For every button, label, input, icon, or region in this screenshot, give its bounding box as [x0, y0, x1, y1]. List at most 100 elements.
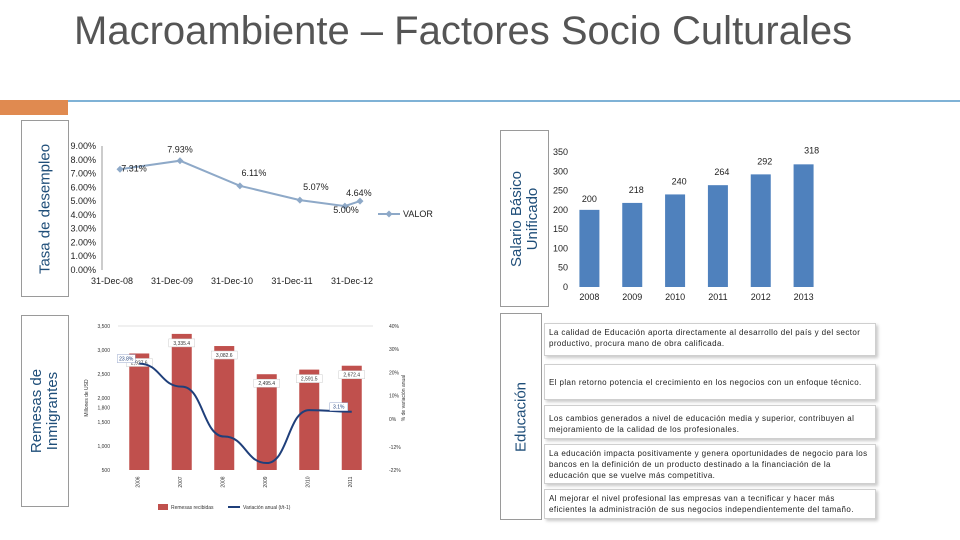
- x-tick-label: 31-Dec-08: [91, 276, 133, 286]
- education-text: La educación impacta positivamente y gen…: [549, 449, 868, 480]
- y-tick-label: 1,500: [97, 420, 110, 426]
- legend-label: Remesas recibidas: [171, 505, 214, 511]
- data-label: 7.93%: [167, 145, 193, 155]
- bar: [622, 202, 643, 287]
- y-tick-label: 350: [553, 147, 568, 157]
- legend-label: VALOR: [403, 209, 433, 219]
- x-tick-label: 2011: [708, 292, 727, 302]
- y-tick-label: 250: [553, 186, 568, 196]
- data-label: 5.07%: [303, 182, 329, 192]
- y-tick-label: 0: [563, 282, 568, 292]
- data-label: 3,335.4: [173, 341, 190, 347]
- unemployment-label: Tasa de desempleo: [36, 143, 54, 274]
- y2-tick-label: 20%: [389, 370, 400, 376]
- y2-tick-label: -12%: [389, 445, 401, 451]
- education-text: La calidad de Educación aporta directame…: [549, 328, 861, 348]
- data-point: [356, 197, 364, 205]
- education-text: Los cambios generados a nivel de educaci…: [549, 414, 855, 434]
- x-tick-label: 2006: [135, 476, 141, 487]
- salary-label-box: Salario Básico Unificado: [500, 130, 549, 307]
- data-label: 6.11%: [241, 168, 266, 178]
- y2-tick-label: 0%: [389, 417, 397, 423]
- bar: [579, 209, 600, 287]
- data-label: 200: [582, 194, 597, 204]
- y-tick-label: 2,000: [97, 396, 110, 402]
- x-tick-label: 2010: [305, 476, 311, 487]
- x-tick-label: 2010: [665, 292, 685, 302]
- y-tick-label: 7.00%: [70, 169, 96, 179]
- y-tick-label: 500: [102, 468, 111, 474]
- y-tick-label: 3,000: [97, 348, 110, 354]
- remittances-chart: 500 1,000 1,500 1,800 2,000 2,500 3,000 3,500 -2…: [78, 318, 408, 518]
- x-tick-label: 2008: [579, 292, 599, 302]
- y-tick-label: 9.00%: [70, 141, 96, 151]
- y-tick-label: 3.00%: [70, 224, 96, 234]
- data-point: [296, 196, 304, 204]
- data-label: 292: [757, 156, 772, 166]
- data-label: 5.00%: [333, 205, 359, 215]
- data-label-box: [168, 338, 195, 348]
- education-item-5: Al mejorar el nivel profesional las empr…: [544, 489, 876, 519]
- y-tick-label: 300: [553, 166, 568, 176]
- bar: [341, 365, 362, 470]
- bar: [665, 194, 686, 287]
- data-label-box: [338, 370, 365, 379]
- y-tick-label: 150: [553, 224, 568, 234]
- data-label: 2,495.4: [258, 381, 275, 387]
- remittances-label: Remesas de Inmigrantes: [28, 368, 61, 454]
- title-underline: [68, 100, 960, 102]
- x-tick-label: 31-Dec-10: [211, 276, 253, 286]
- y-axis-label: Millones de USD: [84, 379, 90, 417]
- y2-tick-label: 10%: [389, 394, 400, 400]
- bar: [171, 333, 192, 470]
- education-text: Al mejorar el nivel profesional las empr…: [549, 494, 854, 514]
- y-tick-label: 200: [553, 205, 568, 215]
- y-tick-label: 4.00%: [70, 210, 96, 220]
- unemployment-chart: 0.00% 1.00% 2.00% 3.00% 4.00% 5.00% 6.00% 7.00%…: [70, 141, 433, 286]
- data-label: 318: [804, 145, 819, 155]
- y-tick-label: 0.00%: [70, 265, 96, 275]
- y-tick-label: 5.00%: [70, 196, 96, 206]
- y2-axis-label: % de variación anual: [401, 375, 407, 421]
- x-tick-label: 31-Dec-09: [151, 276, 193, 286]
- data-point: [236, 182, 244, 190]
- legend-swatch-bars: [158, 504, 168, 510]
- salary-chart: 0 50 100 150 200 250 300 350 200 2008 218 2009 240 20…: [553, 145, 819, 302]
- x-tick-label: 2009: [263, 476, 269, 487]
- bar: [129, 353, 150, 470]
- data-label: 7.31%: [121, 163, 147, 173]
- y2-tick-label: 40%: [389, 324, 400, 330]
- series-line-variation: [139, 362, 352, 465]
- data-label: 2,591.5: [301, 377, 318, 383]
- education-item-4: La educación impacta positivamente y gen…: [544, 444, 876, 484]
- x-tick-label: 2008: [220, 476, 226, 487]
- x-tick-label: 31-Dec-11: [271, 276, 312, 286]
- education-item-2: El plan retorno potencia el crecimiento …: [544, 364, 876, 400]
- data-label: 4.64%: [346, 188, 372, 198]
- accent-bar: [0, 100, 68, 115]
- variation-label-box: [329, 402, 348, 411]
- legend-marker: [385, 210, 393, 218]
- bar: [299, 369, 320, 470]
- page-title: Macroambiente – Factores Socio Culturale…: [74, 9, 853, 53]
- education-item-3: Los cambios generados a nivel de educaci…: [544, 405, 876, 439]
- bar: [793, 164, 814, 287]
- bar: [707, 185, 728, 287]
- x-tick-label: 31-Dec-12: [331, 276, 373, 286]
- bar: [256, 374, 277, 470]
- data-point: [341, 202, 349, 210]
- data-label: 218: [629, 185, 644, 195]
- education-item-1: La calidad de Educación aporta directame…: [544, 323, 876, 356]
- y-tick-label: 2,500: [97, 372, 110, 378]
- bar: [750, 174, 771, 287]
- y2-tick-label: 30%: [389, 347, 400, 353]
- education-label-box: Educación: [500, 313, 542, 520]
- data-label: 2,672.4: [343, 373, 360, 379]
- data-label: 240: [672, 176, 687, 186]
- x-tick-label: 2012: [751, 292, 771, 302]
- data-label: 264: [714, 167, 729, 177]
- data-point: [176, 157, 184, 165]
- education-label: Educación: [512, 381, 530, 452]
- legend-label: Variación anual (t/t-1): [243, 505, 291, 511]
- y-tick-label: 2.00%: [70, 237, 96, 247]
